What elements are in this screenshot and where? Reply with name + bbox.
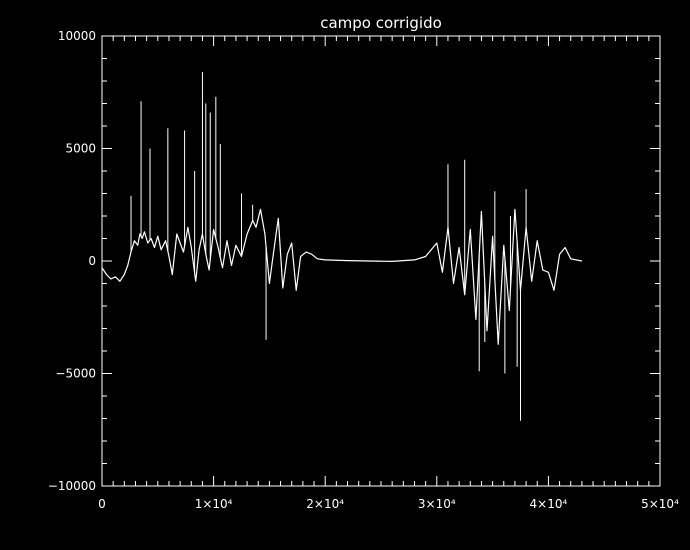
- y-tick-label: 0: [88, 254, 96, 268]
- y-tick-label: −10000: [48, 479, 96, 493]
- series-line: [101, 208, 583, 345]
- chart-title: campo corrigido: [320, 14, 442, 32]
- x-tick-label: 4×10⁴: [530, 497, 568, 511]
- x-tick-label: 5×10⁴: [641, 497, 679, 511]
- x-tick-label: 0: [98, 497, 106, 511]
- x-tick-label: 3×10⁴: [418, 497, 456, 511]
- x-tick-label: 1×10⁴: [195, 497, 233, 511]
- y-tick-label: 5000: [65, 142, 96, 156]
- axis-ticks: [101, 35, 661, 487]
- x-tick-label: 2×10⁴: [306, 497, 344, 511]
- data-series: [101, 72, 583, 421]
- y-tick-label: −5000: [55, 367, 96, 381]
- axis-tick-labels: 0 1×10⁴ 2×10⁴ 3×10⁴ 4×10⁴ 5×10⁴ 10000 5000 0 −500…: [48, 29, 679, 511]
- y-tick-label: 10000: [58, 29, 96, 43]
